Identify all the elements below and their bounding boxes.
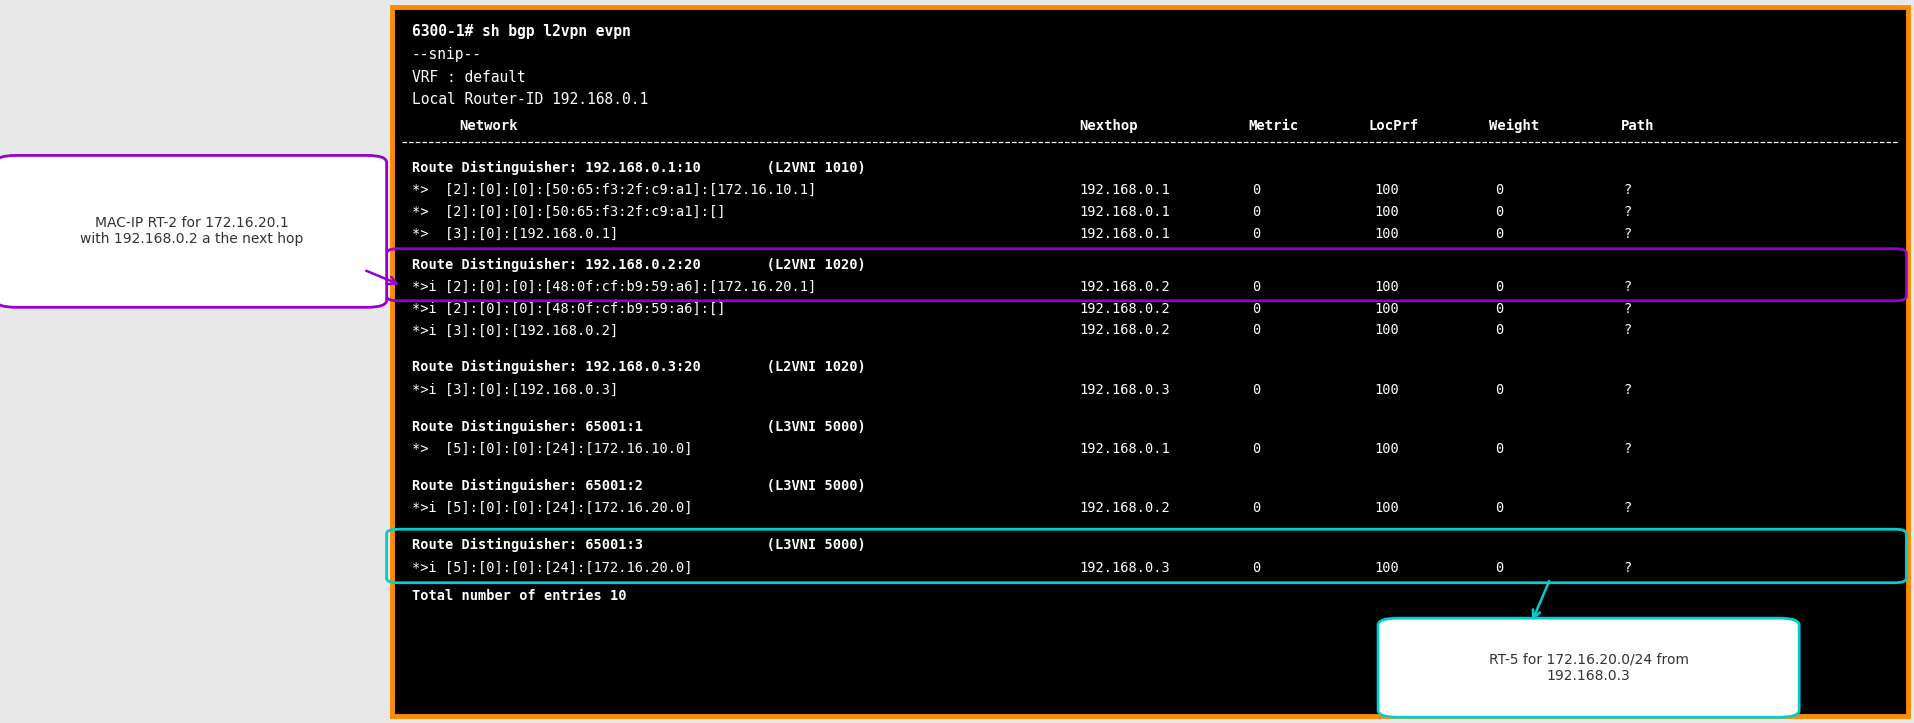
Text: VRF : default: VRF : default: [412, 70, 524, 85]
Text: ?: ?: [1623, 301, 1631, 316]
Text: *>  [3]:[0]:[192.168.0.1]: *> [3]:[0]:[192.168.0.1]: [412, 226, 618, 241]
FancyBboxPatch shape: [0, 155, 387, 307]
Text: 192.168.0.2: 192.168.0.2: [1079, 323, 1169, 338]
Text: Route Distinguisher: 65001:3               (L3VNI 5000): Route Distinguisher: 65001:3 (L3VNI 5000…: [412, 538, 865, 552]
Text: *>  [2]:[0]:[0]:[50:65:f3:2f:c9:a1]:[]: *> [2]:[0]:[0]:[50:65:f3:2f:c9:a1]:[]: [412, 205, 725, 219]
Text: *>  [2]:[0]:[0]:[50:65:f3:2f:c9:a1]:[172.16.10.1]: *> [2]:[0]:[0]:[50:65:f3:2f:c9:a1]:[172.…: [412, 183, 815, 197]
Text: 100: 100: [1374, 323, 1399, 338]
Text: *>i [5]:[0]:[0]:[24]:[172.16.20.0]: *>i [5]:[0]:[0]:[24]:[172.16.20.0]: [412, 501, 693, 515]
Text: 0: 0: [1495, 205, 1502, 219]
Text: ?: ?: [1623, 382, 1631, 397]
Text: ?: ?: [1623, 280, 1631, 294]
Text: 192.168.0.3: 192.168.0.3: [1079, 560, 1169, 575]
Text: 100: 100: [1374, 442, 1399, 456]
Text: Path: Path: [1621, 119, 1656, 133]
Text: Route Distinguisher: 65001:2               (L3VNI 5000): Route Distinguisher: 65001:2 (L3VNI 5000…: [412, 479, 865, 493]
Text: Network: Network: [459, 119, 519, 133]
Text: 0: 0: [1252, 382, 1259, 397]
Text: Local Router-ID 192.168.0.1: Local Router-ID 192.168.0.1: [412, 93, 647, 107]
Text: --snip--: --snip--: [412, 48, 482, 62]
Text: *>i [2]:[0]:[0]:[48:0f:cf:b9:59:a6]:[172.16.20.1]: *>i [2]:[0]:[0]:[48:0f:cf:b9:59:a6]:[172…: [412, 280, 815, 294]
Text: *>i [3]:[0]:[192.168.0.3]: *>i [3]:[0]:[192.168.0.3]: [412, 382, 618, 397]
Text: 0: 0: [1252, 226, 1259, 241]
Text: Route Distinguisher: 192.168.0.1:10        (L2VNI 1010): Route Distinguisher: 192.168.0.1:10 (L2V…: [412, 161, 865, 175]
Text: 0: 0: [1495, 323, 1502, 338]
Text: ?: ?: [1623, 323, 1631, 338]
Text: 100: 100: [1374, 382, 1399, 397]
Text: 192.168.0.2: 192.168.0.2: [1079, 501, 1169, 515]
Text: ?: ?: [1623, 205, 1631, 219]
Text: Route Distinguisher: 192.168.0.3:20        (L2VNI 1020): Route Distinguisher: 192.168.0.3:20 (L2V…: [412, 360, 865, 375]
Text: 0: 0: [1495, 560, 1502, 575]
Text: *>  [5]:[0]:[0]:[24]:[172.16.10.0]: *> [5]:[0]:[0]:[24]:[172.16.10.0]: [412, 442, 693, 456]
Text: 6300-1# sh bgp l2vpn evpn: 6300-1# sh bgp l2vpn evpn: [412, 25, 630, 39]
Text: 192.168.0.1: 192.168.0.1: [1079, 205, 1169, 219]
Text: Nexthop: Nexthop: [1079, 119, 1139, 133]
Text: 192.168.0.2: 192.168.0.2: [1079, 301, 1169, 316]
Text: ?: ?: [1623, 442, 1631, 456]
Text: 0: 0: [1252, 301, 1259, 316]
Text: 0: 0: [1252, 280, 1259, 294]
Text: ?: ?: [1623, 501, 1631, 515]
Text: 100: 100: [1374, 501, 1399, 515]
Text: *>i [2]:[0]:[0]:[48:0f:cf:b9:59:a6]:[]: *>i [2]:[0]:[0]:[48:0f:cf:b9:59:a6]:[]: [412, 301, 725, 316]
Text: 0: 0: [1495, 226, 1502, 241]
Text: 192.168.0.1: 192.168.0.1: [1079, 442, 1169, 456]
Text: *>i [5]:[0]:[0]:[24]:[172.16.20.0]: *>i [5]:[0]:[0]:[24]:[172.16.20.0]: [412, 560, 693, 575]
Text: ?: ?: [1623, 226, 1631, 241]
Text: LocPrf: LocPrf: [1369, 119, 1418, 133]
Text: 100: 100: [1374, 280, 1399, 294]
Text: 192.168.0.1: 192.168.0.1: [1079, 226, 1169, 241]
Text: 100: 100: [1374, 560, 1399, 575]
Text: ?: ?: [1623, 560, 1631, 575]
Text: 100: 100: [1374, 226, 1399, 241]
Text: 0: 0: [1252, 560, 1259, 575]
Text: 0: 0: [1252, 501, 1259, 515]
Text: 0: 0: [1495, 382, 1502, 397]
Text: Route Distinguisher: 192.168.0.2:20        (L2VNI 1020): Route Distinguisher: 192.168.0.2:20 (L2V…: [412, 257, 865, 272]
Text: Total number of entries 10: Total number of entries 10: [412, 589, 626, 604]
Text: 192.168.0.1: 192.168.0.1: [1079, 183, 1169, 197]
Text: RT-5 for 172.16.20.0/24 from
192.168.0.3: RT-5 for 172.16.20.0/24 from 192.168.0.3: [1489, 653, 1688, 683]
Text: 192.168.0.3: 192.168.0.3: [1079, 382, 1169, 397]
Text: Weight: Weight: [1489, 119, 1539, 133]
Text: 0: 0: [1495, 442, 1502, 456]
FancyBboxPatch shape: [392, 7, 1908, 716]
Text: 0: 0: [1252, 205, 1259, 219]
Text: 0: 0: [1495, 301, 1502, 316]
FancyBboxPatch shape: [1378, 618, 1799, 717]
Text: 100: 100: [1374, 301, 1399, 316]
Text: 100: 100: [1374, 183, 1399, 197]
Text: 192.168.0.2: 192.168.0.2: [1079, 280, 1169, 294]
Text: *>i [3]:[0]:[192.168.0.2]: *>i [3]:[0]:[192.168.0.2]: [412, 323, 618, 338]
FancyArrowPatch shape: [1533, 581, 1548, 618]
Text: 0: 0: [1252, 442, 1259, 456]
Text: 0: 0: [1252, 183, 1259, 197]
Text: MAC-IP RT-2 for 172.16.20.1
with 192.168.0.2 a the next hop: MAC-IP RT-2 for 172.16.20.1 with 192.168…: [80, 216, 302, 247]
Text: 0: 0: [1495, 280, 1502, 294]
Text: Route Distinguisher: 65001:1               (L3VNI 5000): Route Distinguisher: 65001:1 (L3VNI 5000…: [412, 419, 865, 434]
Text: ?: ?: [1623, 183, 1631, 197]
Text: 0: 0: [1495, 501, 1502, 515]
Text: 100: 100: [1374, 205, 1399, 219]
Text: 0: 0: [1252, 323, 1259, 338]
Text: 0: 0: [1495, 183, 1502, 197]
Text: Metric: Metric: [1248, 119, 1298, 133]
FancyArrowPatch shape: [366, 270, 396, 284]
